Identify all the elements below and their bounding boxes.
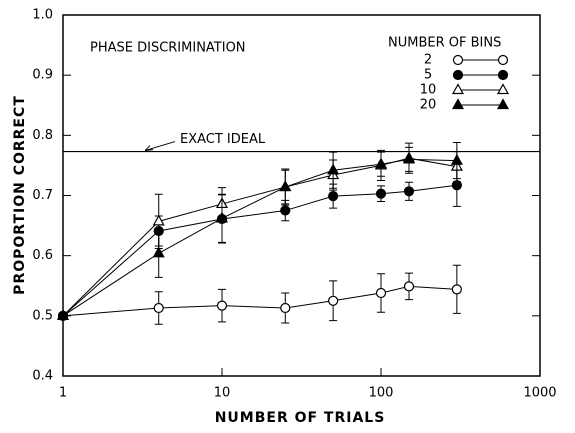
x-tick-label: 1000: [523, 386, 556, 401]
legend-marker: [451, 83, 465, 95]
x-tick-label: 100: [369, 386, 394, 401]
marker: [403, 281, 415, 292]
reference-arrow: [144, 141, 176, 152]
y-tick-label: 0.6: [32, 248, 53, 263]
series-line: [62, 158, 457, 317]
x-tick-label: 1: [59, 386, 67, 401]
legend-marker: [452, 54, 464, 66]
legend-label: 10: [420, 83, 437, 98]
legend-marker: [497, 69, 509, 81]
marker: [153, 302, 164, 314]
marker: [279, 180, 292, 192]
marker: [280, 205, 291, 216]
legend-title: NUMBER OF BINS: [388, 36, 501, 51]
marker: [374, 157, 388, 169]
marker: [402, 152, 416, 164]
series-line: [62, 285, 457, 317]
marker: [280, 302, 291, 314]
marker: [152, 246, 165, 258]
x-tick-label: 10: [214, 386, 231, 401]
marker: [327, 163, 340, 175]
marker: [216, 300, 228, 311]
marker: [56, 309, 70, 320]
marker: [375, 287, 387, 299]
marker: [152, 214, 165, 226]
marker: [215, 211, 229, 223]
y-tick-label: 0.5: [32, 308, 53, 323]
legend-marker: [451, 98, 465, 110]
x-axis-label: NUMBER OF TRIALS: [215, 410, 386, 426]
y-tick-label: 0.4: [32, 369, 53, 384]
legend-label: 5: [424, 68, 432, 83]
legend-marker: [497, 54, 509, 66]
annotation: PHASE DISCRIMINATION: [90, 41, 246, 56]
series-line: [62, 157, 457, 317]
legend-marker: [496, 98, 510, 110]
legend-label: 20: [420, 98, 437, 113]
marker: [403, 186, 415, 197]
reference-label: EXACT IDEAL: [180, 132, 266, 147]
plot-frame: [62, 14, 541, 377]
legend-marker: [452, 69, 464, 81]
y-tick-label: 0.8: [32, 128, 53, 143]
marker: [451, 284, 462, 295]
marker: [328, 295, 339, 306]
y-tick-label: 1.0: [32, 8, 53, 23]
legend-label: 2: [424, 53, 432, 68]
y-tick-label: 0.9: [32, 68, 53, 83]
y-tick-label: 0.7: [32, 188, 53, 203]
y-axis-label: PROPORTION CORRECT: [12, 95, 28, 295]
marker: [450, 153, 463, 165]
legend-marker: [496, 83, 510, 95]
series-line: [62, 184, 457, 317]
marker: [328, 191, 339, 202]
marker: [375, 188, 387, 199]
